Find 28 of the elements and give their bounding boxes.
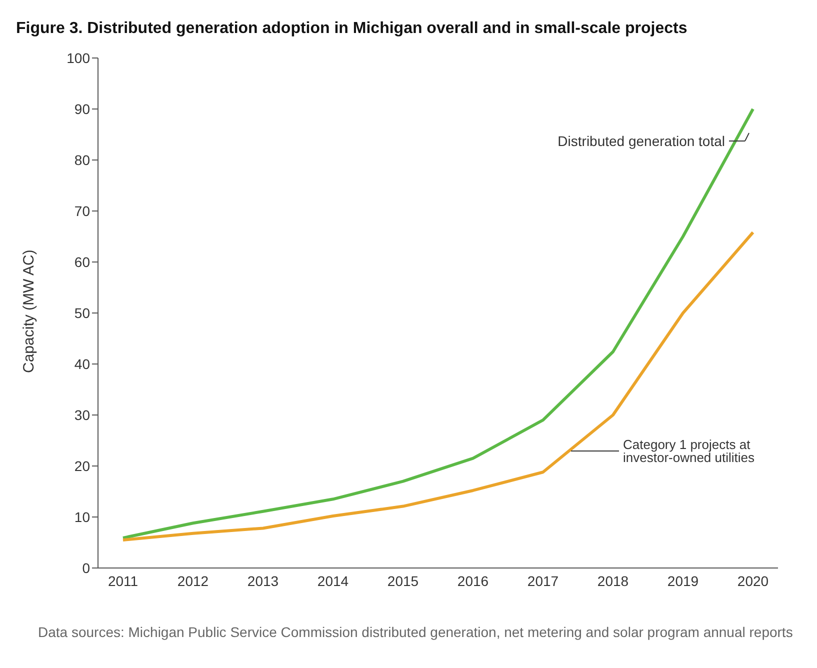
x-tick-label: 2014: [317, 572, 349, 589]
x-tick-label: 2013: [247, 572, 279, 589]
y-tick-label: 100: [66, 50, 90, 66]
x-tick-label: 2011: [108, 572, 138, 589]
x-tick-label: 2015: [387, 572, 419, 589]
y-tick-label: 50: [74, 304, 90, 321]
y-tick-label: 70: [74, 202, 90, 219]
y-tick-label: 30: [74, 406, 90, 423]
chart-title: Figure 3. Distributed generation adoption in Michigan overall and in small-scale projects: [15, 19, 688, 38]
y-tick-label: 0: [82, 560, 90, 576]
x-tick-label: 2017: [527, 572, 559, 589]
y-axis-title: Capacity (MW AC): [20, 250, 38, 373]
y-tick-label: 10: [74, 508, 90, 525]
y-tick-label: 40: [74, 356, 90, 372]
series-label: Distributed generation total: [558, 133, 725, 149]
y-tick-label: 20: [74, 458, 90, 474]
y-tick-label: 90: [74, 100, 90, 117]
text: Data sources: Michigan Public Service Commission distributed generation, net metering and solar program annual reports: [37, 623, 794, 640]
x-tick-label: 2020: [737, 572, 769, 589]
x-tick-label: 2018: [597, 572, 629, 589]
series-label: Category 1 projects at investor-owned utilities: [623, 437, 756, 466]
x-tick-label: 2012: [177, 572, 209, 589]
y-tick-label: 60: [74, 254, 90, 270]
y-tick-label: 80: [74, 152, 90, 168]
line-series: [122, 108, 754, 540]
line-series: [122, 230, 754, 542]
x-tick-label: 2016: [457, 572, 489, 589]
x-tick-label: 2019: [667, 572, 699, 589]
